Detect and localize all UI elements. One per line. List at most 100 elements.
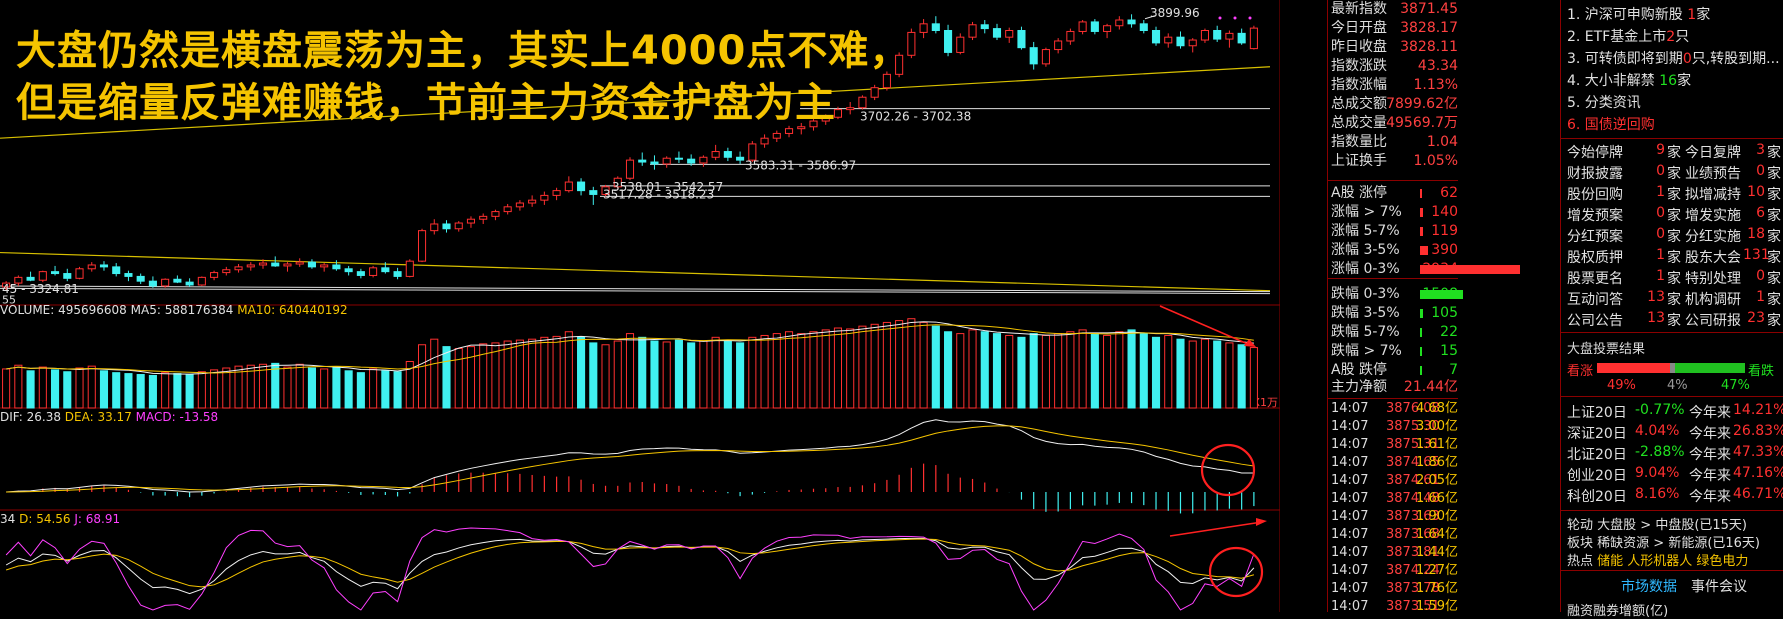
news-item-4[interactable]: 4. 大小非解禁 16家: [1567, 70, 1691, 90]
event-row[interactable]: 互动问答 13 家机构调研 1 家: [1567, 289, 1782, 309]
candle-body-87: [1066, 30, 1075, 42]
news-item-2[interactable]: 2. ETF基金上市2只: [1567, 26, 1689, 46]
tick-row: 14:07 3873.51 1.59亿: [1328, 598, 1458, 616]
quote-row-label: 指数涨跌: [1331, 58, 1387, 74]
quote-row: 上证换手 1.05%: [1328, 152, 1458, 171]
volume-bar-43: [528, 338, 537, 409]
breadth-value: 7: [1449, 362, 1458, 378]
breadth-row: 涨幅 > 7% 140: [1328, 203, 1458, 222]
news-item-3[interactable]: 3. 可转债即将到期0只,转股到期...: [1567, 48, 1780, 68]
candle-body-71: [870, 87, 879, 98]
overlay-comment-line2: 但是缩量反弹难赚钱，节前主力资金护盘为主: [16, 80, 836, 126]
volume-bar-40: [491, 342, 500, 409]
volume-bar-65: [797, 333, 806, 409]
marker-dot-2: [1248, 16, 1252, 20]
event-left-count: 0: [1656, 226, 1665, 242]
event-right-label: 特别处理: [1685, 271, 1741, 287]
candle-body-85: [1041, 49, 1050, 65]
event-left-label: 财报披露: [1567, 166, 1623, 182]
candle-body-62: [760, 137, 769, 145]
candle-body-36: [442, 223, 451, 230]
volume-bar-78: [956, 333, 965, 409]
volume-trend-arrow: [1159, 305, 1251, 346]
volume-bar-99: [1213, 340, 1222, 409]
tick-price: 3874.24: [1386, 563, 1440, 578]
main-flow-label: 主力净额: [1331, 379, 1387, 395]
tick-amount: 1.61亿: [1416, 437, 1458, 452]
quote-row-value: 1.05%: [1413, 153, 1458, 169]
candle-body-28: [344, 268, 353, 273]
candle-body-91: [1115, 19, 1124, 27]
event-right-label: 机构调研: [1685, 292, 1741, 308]
event-right-label: 拟增减持: [1685, 187, 1741, 203]
candle-body-39: [479, 215, 488, 220]
vote-bar-up: [1597, 363, 1670, 373]
breadth-value: 119: [1431, 223, 1458, 239]
annotation-level-1: 3702.26 - 3702.38: [860, 110, 971, 124]
volume-bar-66: [809, 331, 818, 409]
tick-amount: 2.05亿: [1416, 473, 1458, 488]
sector-detail: > 新能源(已16天): [1649, 536, 1760, 551]
candle-body-30: [369, 267, 378, 276]
kdj-label: 34 D: 54.56 J: 68.91: [0, 512, 120, 526]
candle-body-54: [662, 157, 671, 165]
volume-bar-27: [332, 366, 341, 409]
event-row[interactable]: 今始停牌 9 家今日复牌 3 家: [1567, 142, 1782, 162]
volume-bar-46: [564, 331, 573, 409]
vote-bar: [1597, 363, 1745, 373]
quote-row-value: 49569.7万: [1386, 115, 1458, 131]
event-left-label: 股票更名: [1567, 271, 1623, 287]
breadth-value: 105: [1431, 305, 1458, 321]
candle-body-46: [564, 181, 573, 192]
event-row[interactable]: 财报披露 0 家业绩预告 0 家: [1567, 163, 1782, 183]
volume-bar-76: [931, 325, 940, 409]
volume-bar-58: [711, 336, 720, 409]
event-row[interactable]: 分红预案 0 家分红实施 18 家: [1567, 226, 1782, 246]
volume-bar-31: [381, 370, 390, 409]
marker-dot-1: [1233, 16, 1237, 20]
event-row[interactable]: 增发预案 0 家增发实施 6 家: [1567, 205, 1782, 225]
news-item-6[interactable]: 6. 国债逆回购: [1567, 114, 1655, 134]
breadth-bar: [1420, 309, 1423, 318]
tick-time: 14:07: [1331, 545, 1369, 560]
volume-bar-68: [833, 327, 843, 409]
kline-chart-svg[interactable]: 3900380037003600350034003300900006000030…: [0, 0, 1280, 612]
event-left-count: 0: [1656, 205, 1665, 221]
overlay-comment-line1: 大盘仍然是横盘震荡为主，其实上4000点不难，: [16, 28, 911, 74]
breadth-label: 涨幅 0-3%: [1331, 261, 1400, 277]
volume-trend-arrowhead: [1244, 339, 1256, 347]
rp-divider-2: [1561, 332, 1783, 333]
tick-row: 14:07 3876.08 4.68亿: [1328, 400, 1458, 418]
event-row[interactable]: 股份回购 1 家拟增减持 10 家: [1567, 184, 1782, 204]
candle-body-5: [63, 273, 72, 279]
vote-up-pct: 49%: [1607, 378, 1636, 393]
candle-body-94: [1151, 30, 1161, 44]
news-item-5[interactable]: 5. 分类资讯: [1567, 92, 1641, 112]
breadth-row: 跌幅 3-5% 105: [1328, 304, 1458, 323]
breadth-row: 跌幅 5-7% 22: [1328, 323, 1458, 342]
tick-row: 14:07 3874.24 1.27亿: [1328, 562, 1458, 580]
volume-bar-4: [51, 369, 60, 409]
event-row[interactable]: 股票更名 1 家特别处理 0 家: [1567, 268, 1782, 288]
news-item-1[interactable]: 1. 沪深可申购新股 1家: [1567, 4, 1710, 24]
trendline-upper: [0, 66, 1271, 139]
candle-body-86: [1054, 40, 1063, 51]
tick-amount: 1.86亿: [1416, 455, 1458, 470]
volume-bar-59: [723, 340, 732, 409]
tick-row: 14:07 3874.48 1.66亿: [1328, 490, 1458, 508]
event-left-unit: 家: [1667, 208, 1681, 224]
kline-chart-area[interactable]: 3900380037003600350034003300900006000030…: [0, 0, 1280, 612]
candle-body-90: [1103, 25, 1112, 32]
breadth-row: 涨幅 5-7% 119: [1328, 222, 1458, 241]
news-count: 1: [1687, 7, 1697, 23]
quote-row-label: 最新指数: [1331, 1, 1387, 17]
tab-market-data[interactable]: 市场数据: [1621, 579, 1677, 595]
candle-body-48: [589, 190, 598, 195]
event-row[interactable]: 公司公告 13 家公司研报 23 家: [1567, 310, 1782, 330]
volume-bar-98: [1200, 338, 1209, 409]
news-count: 16: [1659, 73, 1678, 89]
volume-bar-21: [258, 363, 268, 409]
tab-event-meeting[interactable]: 事件会议: [1691, 579, 1747, 595]
event-row[interactable]: 股权质押 1 家股东大会 131 家: [1567, 247, 1782, 267]
event-left-unit: 家: [1667, 250, 1681, 266]
